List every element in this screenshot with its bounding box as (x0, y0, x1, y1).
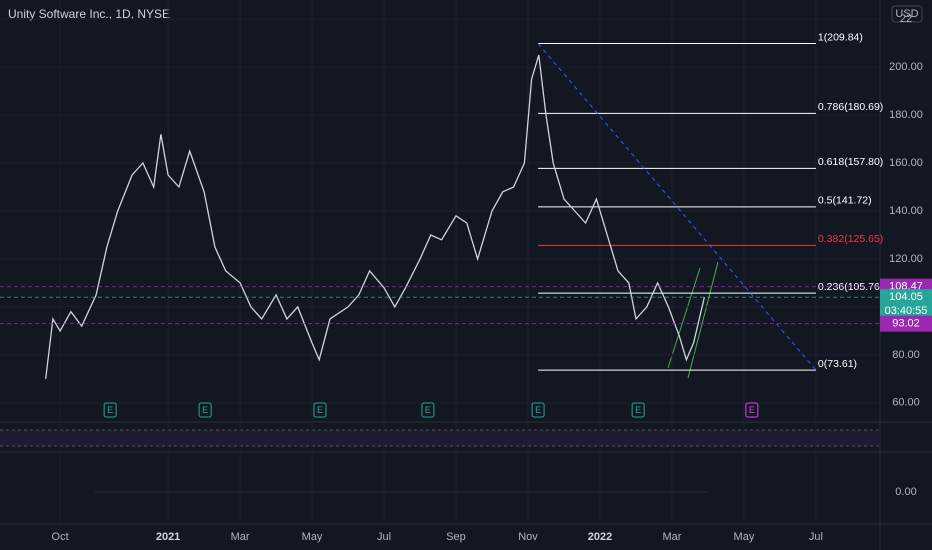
y-tick-label: 160.00 (889, 157, 923, 169)
earnings-marker (198, 402, 212, 418)
fib-label: 0(73.61) (818, 358, 857, 370)
chart-title: Unity Software Inc., 1D, NYSE (8, 7, 170, 21)
y-tick-label: 180.00 (889, 109, 923, 121)
earnings-marker (103, 402, 117, 418)
x-tick-label: Oct (52, 531, 69, 543)
y-tick-label: 60.00 (892, 397, 920, 409)
earnings-label: E (202, 405, 208, 415)
price-badge-label: 93.02 (892, 318, 920, 330)
price-badge (880, 315, 932, 332)
earnings-marker (531, 402, 545, 418)
x-tick-label: 2021 (156, 531, 180, 543)
earnings-marker (313, 402, 327, 418)
rsi-band (0, 430, 880, 446)
fib-label: 0.618(157.80) (818, 156, 883, 168)
fib-label: 0.382(125.65) (818, 233, 883, 245)
fib-label: 0.786(180.69) (818, 101, 883, 113)
earnings-label: E (425, 405, 431, 415)
earnings-marker (421, 402, 435, 418)
x-tick-label: Nov (518, 531, 538, 543)
y-tick-label: 200.00 (889, 61, 923, 73)
x-tick-label: 2022 (588, 531, 612, 543)
x-tick-label: Jul (377, 531, 391, 543)
x-tick-label: May (734, 531, 755, 543)
earnings-label: E (317, 405, 323, 415)
earnings-marker (745, 402, 759, 418)
x-tick-label: May (302, 531, 323, 543)
currency: USD (895, 8, 918, 20)
y-tick-label: 120.00 (889, 253, 923, 265)
x-tick-label: Mar (231, 531, 250, 543)
currency-box (891, 5, 923, 23)
channel-line (687, 261, 719, 379)
earnings-label: E (635, 405, 641, 415)
fib-label: 0.5(141.72) (818, 195, 872, 207)
x-tick-label: Mar (662, 531, 681, 543)
channel-line (667, 267, 701, 369)
y-tick-label: 80.00 (892, 349, 920, 361)
y-tick-label: 140.00 (889, 205, 923, 217)
fib-label: 1(209.84) (818, 31, 863, 43)
price-line (45, 54, 706, 379)
macd-tick-label: 0.00 (895, 486, 916, 498)
price-badge-label: 104.05 (889, 291, 923, 303)
countdown: 03:40:55 (885, 305, 928, 317)
price-badge (880, 289, 932, 320)
x-tick-label: Jul (809, 531, 823, 543)
earnings-label: E (535, 405, 541, 415)
x-tick-label: Sep (446, 531, 466, 543)
earnings-label: E (749, 405, 755, 415)
earnings-marker (631, 402, 645, 418)
earnings-label: E (107, 405, 113, 415)
y-tick-label: 22 (900, 13, 912, 25)
